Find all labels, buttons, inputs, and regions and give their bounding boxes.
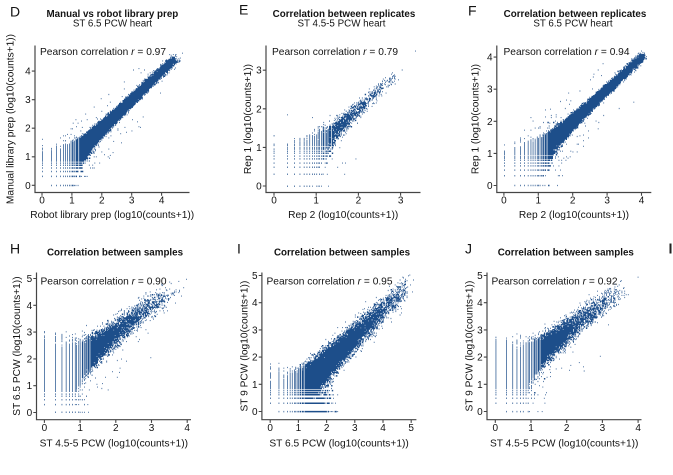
svg-text:4: 4 <box>27 301 33 312</box>
svg-text:3: 3 <box>352 423 358 434</box>
svg-text:J: J <box>465 241 472 257</box>
svg-text:4: 4 <box>159 196 165 207</box>
svg-text:3: 3 <box>27 328 33 339</box>
svg-text:0: 0 <box>487 181 493 192</box>
svg-text:Correlation between replicates: Correlation between replicates <box>504 9 647 20</box>
svg-text:1: 1 <box>296 423 302 434</box>
svg-text:2: 2 <box>356 196 362 207</box>
svg-text:2: 2 <box>113 423 119 434</box>
svg-text:ST 4.5-5 PCW (log10(counts+1)): ST 4.5-5 PCW (log10(counts+1)) <box>490 439 638 450</box>
svg-text:1: 1 <box>528 423 534 434</box>
svg-text:5: 5 <box>252 271 258 282</box>
svg-text:2: 2 <box>324 423 330 434</box>
svg-text:5: 5 <box>27 274 33 285</box>
svg-text:Manual vs robot library prep: Manual vs robot library prep <box>47 9 179 20</box>
svg-text:2: 2 <box>564 423 570 434</box>
svg-text:2: 2 <box>256 104 262 115</box>
svg-text:1: 1 <box>477 380 483 391</box>
svg-text:1: 1 <box>487 149 493 160</box>
svg-text:ST 6.5 PCW heart: ST 6.5 PCW heart <box>73 19 153 30</box>
svg-text:1: 1 <box>77 423 83 434</box>
svg-text:5: 5 <box>477 271 483 282</box>
svg-text:ST 9 PCW (log10(counts+1)): ST 9 PCW (log10(counts+1)) <box>240 281 251 412</box>
svg-text:2: 2 <box>25 124 31 135</box>
svg-text:1: 1 <box>313 196 319 207</box>
svg-text:ST 4.5-5 PCW heart: ST 4.5-5 PCW heart <box>297 19 385 30</box>
svg-text:1: 1 <box>27 381 33 392</box>
svg-text:2: 2 <box>99 196 105 207</box>
svg-text:ST 6.5 PCW heart: ST 6.5 PCW heart <box>533 19 613 30</box>
svg-text:5: 5 <box>408 423 414 434</box>
svg-text:H: H <box>10 241 20 257</box>
svg-text:Correlation between samples: Correlation between samples <box>274 248 411 259</box>
svg-text:3: 3 <box>477 325 483 336</box>
svg-text:0: 0 <box>42 423 48 434</box>
svg-text:0: 0 <box>27 408 33 419</box>
svg-text:0: 0 <box>252 407 258 418</box>
svg-text:4: 4 <box>639 196 645 207</box>
svg-text:3: 3 <box>487 85 493 96</box>
svg-text:2: 2 <box>27 354 33 365</box>
svg-text:4: 4 <box>380 423 386 434</box>
svg-text:Pearson correlation r = 0.97: Pearson correlation r = 0.97 <box>40 47 166 58</box>
svg-text:2: 2 <box>477 353 483 364</box>
svg-text:I: I <box>237 241 241 257</box>
svg-text:3: 3 <box>398 196 404 207</box>
svg-text:Rep 1 (log10(counts+1)): Rep 1 (log10(counts+1)) <box>471 64 482 174</box>
svg-text:ST 6.5 PCW (log10(counts+1)): ST 6.5 PCW (log10(counts+1)) <box>269 439 408 450</box>
svg-text:4: 4 <box>25 67 31 78</box>
svg-text:1: 1 <box>252 380 258 391</box>
svg-text:Robot library prep (log10(coun: Robot library prep (log10(counts+1)) <box>30 210 194 221</box>
svg-text:1: 1 <box>25 152 31 163</box>
svg-text:0: 0 <box>493 423 499 434</box>
svg-text:F: F <box>468 3 477 19</box>
svg-text:0: 0 <box>267 423 273 434</box>
svg-text:0: 0 <box>271 196 277 207</box>
svg-text:0: 0 <box>477 407 483 418</box>
svg-text:1: 1 <box>536 196 542 207</box>
svg-text:4: 4 <box>477 298 483 309</box>
svg-text:4: 4 <box>635 423 641 434</box>
svg-text:0: 0 <box>39 196 45 207</box>
svg-text:1: 1 <box>69 196 75 207</box>
svg-text:Correlation between replicates: Correlation between replicates <box>273 9 416 20</box>
svg-text:4: 4 <box>252 298 258 309</box>
svg-text:3: 3 <box>600 423 606 434</box>
svg-text:0: 0 <box>256 182 262 193</box>
svg-text:0: 0 <box>501 196 507 207</box>
svg-text:ST 4.5-5 PCW (log10(counts+1)): ST 4.5-5 PCW (log10(counts+1)) <box>40 439 188 450</box>
svg-text:3: 3 <box>149 423 155 434</box>
svg-text:E: E <box>239 2 248 18</box>
svg-text:3: 3 <box>129 196 135 207</box>
svg-text:Pearson correlation r = 0.94: Pearson correlation r = 0.94 <box>504 47 630 58</box>
svg-text:Rep 2 (log10(counts+1)): Rep 2 (log10(counts+1)) <box>288 210 398 221</box>
svg-text:Correlation between samples: Correlation between samples <box>498 248 635 259</box>
svg-text:2: 2 <box>487 117 493 128</box>
svg-text:2: 2 <box>252 353 258 364</box>
svg-text:3: 3 <box>256 66 262 77</box>
svg-text:Pearson correlation r = 0.90: Pearson correlation r = 0.90 <box>41 276 167 287</box>
svg-text:1: 1 <box>256 143 262 154</box>
svg-text:Pearson correlation r = 0.92: Pearson correlation r = 0.92 <box>492 276 618 287</box>
svg-text:Correlation between samples: Correlation between samples <box>47 248 184 259</box>
svg-text:D: D <box>10 4 20 20</box>
svg-text:ST 9 PCW (log10(counts+1)): ST 9 PCW (log10(counts+1)) <box>465 281 476 412</box>
svg-text:2: 2 <box>570 196 576 207</box>
svg-text:3: 3 <box>252 325 258 336</box>
svg-text:3: 3 <box>25 95 31 106</box>
svg-text:Pearson correlation r = 0.79: Pearson correlation r = 0.79 <box>272 47 398 58</box>
svg-text:Manual library prep (log10(cou: Manual library prep (log10(counts+1)) <box>6 34 17 204</box>
svg-text:4: 4 <box>184 423 190 434</box>
svg-text:0: 0 <box>25 181 31 192</box>
svg-text:Rep 2 (log10(counts+1)): Rep 2 (log10(counts+1)) <box>519 210 629 221</box>
svg-text:3: 3 <box>604 196 610 207</box>
svg-text:Rep 1 (log10(counts+1)): Rep 1 (log10(counts+1)) <box>243 64 254 174</box>
svg-text:ST 6.5 PCW (log10(counts+1)): ST 6.5 PCW (log10(counts+1)) <box>12 276 23 415</box>
svg-text:Pearson correlation r = 0.95: Pearson correlation r = 0.95 <box>267 276 393 287</box>
svg-text:4: 4 <box>487 53 493 64</box>
